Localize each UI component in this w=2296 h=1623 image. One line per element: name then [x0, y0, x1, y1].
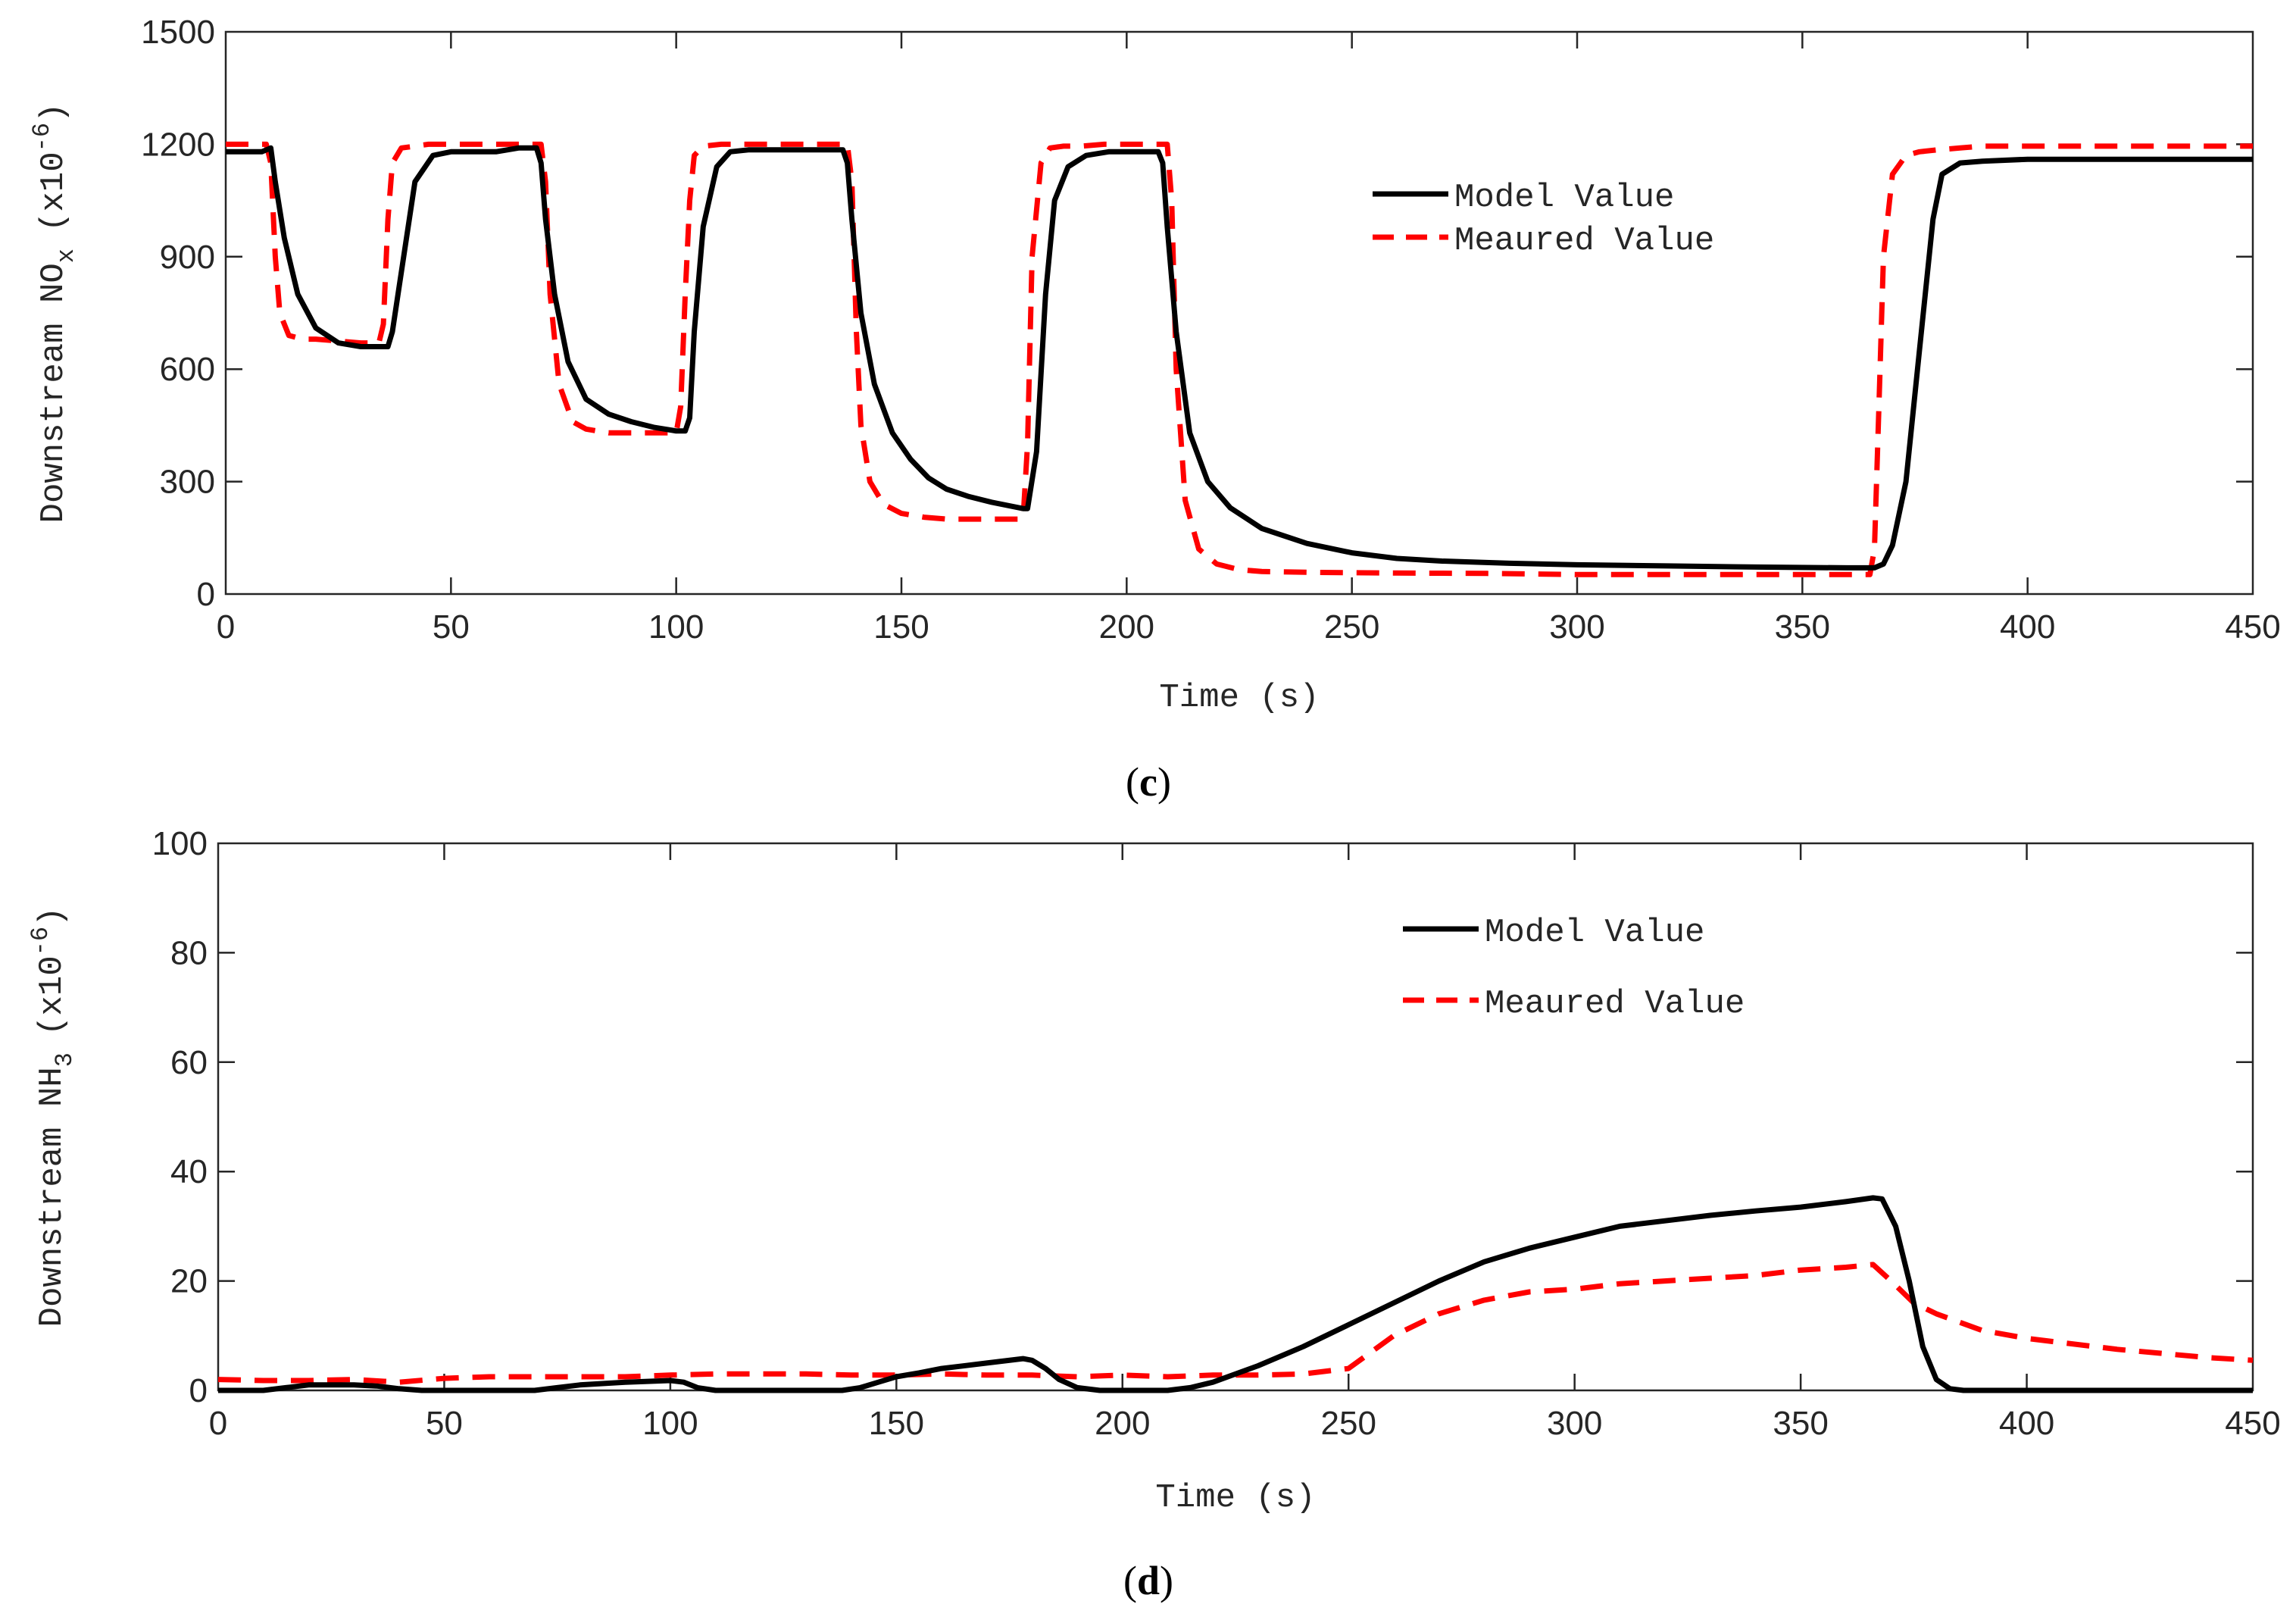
- plot-frame-d: [217, 842, 2254, 1392]
- series-line-measured: [217, 1262, 2254, 1385]
- x-tick-label: 300: [1549, 608, 1604, 646]
- legend-label-measured-c: Meaured Value: [1454, 222, 1714, 260]
- x-tick-label: 250: [1324, 608, 1379, 646]
- x-axis-label-d: Time (s): [1155, 1479, 1315, 1517]
- y-axis-label-close-d: ): [33, 907, 71, 927]
- y-axis-label-exponent-d: -6: [27, 927, 55, 955]
- plot-frame-c: [224, 30, 2254, 596]
- x-tick-label: 0: [209, 1405, 227, 1442]
- x-tick-label: 350: [1773, 1405, 1828, 1442]
- y-axis-label-c: Downstream NOx (x10-6): [28, 103, 80, 524]
- x-tick-label: 450: [2225, 608, 2280, 646]
- x-tick-label: 450: [2225, 1405, 2280, 1442]
- x-tick-label: 50: [426, 1405, 463, 1442]
- panel-label-d: (d): [1123, 1558, 1173, 1603]
- y-axis-label-main-c: Downstream NO: [35, 263, 73, 523]
- y-tick-label: 80: [170, 934, 208, 971]
- y-axis-label-unit-d: (x10: [33, 955, 71, 1036]
- y-tick-label: 40: [170, 1153, 208, 1190]
- y-tick-group-c: 0 300 600 900 1200 1500: [141, 14, 2253, 613]
- x-tick-label: 200: [1095, 1405, 1150, 1442]
- panel-label-c: (c): [1126, 759, 1171, 805]
- x-tick-group-c: 0 50 100 150 200 250 300 350 400 450: [217, 32, 2281, 646]
- x-tick-label: 100: [642, 1405, 698, 1442]
- y-axis-label-subscript-d: 3: [51, 1052, 79, 1067]
- x-tick-label: 400: [1999, 1405, 2054, 1442]
- y-tick-label: 0: [197, 576, 215, 613]
- x-tick-label: 150: [873, 608, 929, 646]
- x-tick-label: 250: [1321, 1405, 1376, 1442]
- x-tick-group-d: 0 50 100 150 200 250 300 350 400 450: [209, 843, 2281, 1442]
- x-tick-label: 350: [1775, 608, 1830, 646]
- series-line-model: [218, 1195, 2253, 1393]
- y-tick-label: 1500: [141, 14, 215, 51]
- y-axis-label-d: Downstream NH3 (x10-6): [27, 907, 79, 1327]
- y-tick-label: 600: [160, 351, 215, 388]
- x-tick-label: 300: [1547, 1405, 1602, 1442]
- legend-c: Model Value Meaured Value: [1373, 179, 1714, 260]
- x-tick-label: 400: [2000, 608, 2055, 646]
- x-tick-label: 50: [433, 608, 470, 646]
- x-tick-label: 200: [1099, 608, 1154, 646]
- y-tick-label: 300: [160, 464, 215, 501]
- chart-panel-c: 0 50 100 150 200 250 300 350 400 450 0 300 600 900 12…: [28, 14, 2281, 805]
- y-tick-label: 20: [170, 1263, 208, 1300]
- x-tick-label: 0: [217, 608, 235, 646]
- chart-panel-d: 0 50 100 150 200 250 300 350 400 450 0 20 40 60 80 100…: [27, 825, 2281, 1603]
- legend-label-measured-d: Meaured Value: [1485, 985, 1745, 1023]
- legend-d: Model Value Meaured Value: [1403, 914, 1745, 1023]
- y-tick-label: 100: [152, 825, 208, 862]
- legend-label-model-c: Model Value: [1454, 179, 1674, 217]
- y-axis-label-main-d: Downstream NH: [33, 1067, 71, 1327]
- series-line-model: [226, 145, 2253, 571]
- x-axis-label-c: Time (s): [1159, 679, 1319, 717]
- y-tick-label: 60: [170, 1044, 208, 1081]
- y-tick-label: 1200: [141, 126, 215, 163]
- y-axis-label-subscript-c: x: [52, 249, 80, 263]
- x-tick-label: 100: [648, 608, 704, 646]
- series-line-measured: [226, 141, 2253, 577]
- x-tick-label: 150: [869, 1405, 924, 1442]
- y-tick-group-d: 0 20 40 60 80 100: [152, 825, 2253, 1409]
- legend-label-model-d: Model Value: [1485, 914, 1704, 952]
- y-axis-label-close-c: ): [35, 103, 73, 123]
- series-lines-d: [217, 1195, 2254, 1393]
- panel-letter-c: c: [1139, 759, 1157, 805]
- y-axis-label-unit-c: (x10: [35, 152, 73, 232]
- y-tick-label: 0: [189, 1372, 208, 1409]
- series-lines-c: [226, 141, 2253, 577]
- y-axis-label-exponent-c: -6: [28, 123, 56, 152]
- panel-letter-d: d: [1137, 1558, 1160, 1603]
- y-tick-label: 900: [160, 239, 215, 276]
